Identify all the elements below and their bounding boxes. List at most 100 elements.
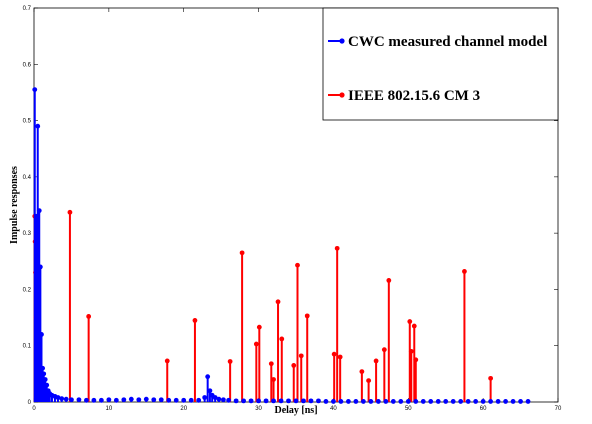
cwc-marker [413, 399, 419, 404]
legend-marker-cwc [339, 38, 345, 44]
cwc-marker [40, 365, 46, 371]
cwc-marker [76, 397, 82, 403]
ieee-marker [239, 250, 245, 256]
ieee-marker [386, 278, 392, 283]
ieee-marker [275, 299, 281, 305]
ieee-marker [298, 353, 304, 359]
ieee-marker [271, 377, 276, 382]
cwc-marker [196, 397, 202, 403]
cwc-marker [37, 264, 43, 270]
x-tick-label: 70 [555, 406, 562, 412]
legend-label-cwc: CWC measured channel model [348, 34, 547, 50]
legend: CWC measured channel model IEEE 802.15.6… [322, 7, 559, 121]
cwc-marker [59, 396, 65, 402]
ieee-marker [304, 313, 310, 319]
legend-label-ieee: IEEE 802.15.6 CM 3 [348, 88, 480, 104]
legend-marker-ieee [339, 92, 345, 98]
x-tick-label: 10 [106, 406, 113, 412]
cwc-marker [39, 332, 44, 337]
y-tick-label: 0 [28, 400, 32, 406]
y-tick-label: 0.4 [23, 175, 32, 181]
cwc-marker [458, 399, 464, 404]
y-tick-label: 0.5 [23, 119, 32, 125]
cwc-marker [35, 123, 41, 129]
x-tick-label: 20 [180, 406, 187, 412]
ieee-marker [337, 354, 343, 360]
cwc-marker [435, 399, 441, 404]
cwc-marker [398, 399, 404, 404]
ieee-marker [256, 324, 262, 330]
cwc-marker [181, 397, 187, 403]
cwc-marker [525, 399, 531, 404]
cwc-marker [323, 399, 329, 404]
cwc-marker [91, 397, 97, 403]
y-tick-label: 0.3 [23, 231, 32, 237]
ieee-marker [295, 262, 300, 268]
cwc-marker [510, 399, 516, 404]
x-axis-label: Delay [ns] [274, 405, 317, 416]
cwc-marker [188, 397, 194, 403]
ieee-marker [334, 245, 340, 251]
cwc-marker [55, 395, 61, 400]
x-tick-label: 40 [330, 406, 337, 412]
cwc-marker [331, 399, 336, 404]
x-tick-label: 30 [255, 406, 262, 412]
cwc-marker [44, 382, 50, 388]
cwc-marker [166, 397, 172, 403]
ieee-marker [279, 336, 285, 342]
cwc-marker [143, 396, 149, 402]
cwc-marker [241, 398, 247, 404]
ieee-marker [192, 317, 198, 323]
cwc-marker [405, 399, 411, 404]
ieee-marker [408, 348, 414, 354]
cwc-marker [98, 397, 104, 403]
cwc-marker [84, 397, 89, 403]
cwc-marker [113, 397, 119, 403]
cwc-marker [346, 399, 351, 404]
cwc-marker [173, 397, 179, 403]
y-axis-label: Impulse responses [9, 166, 20, 244]
cwc-marker [375, 399, 381, 404]
cwc-marker [428, 399, 434, 404]
cwc-marker [36, 208, 42, 214]
cwc-marker [136, 397, 142, 403]
cwc-marker [390, 399, 396, 404]
cwc-marker [286, 398, 291, 404]
ieee-marker [164, 358, 170, 364]
cwc-marker [233, 398, 239, 404]
cwc-marker [360, 399, 366, 404]
ieee-marker [291, 363, 297, 368]
ieee-marker [253, 341, 259, 347]
cwc-marker [248, 398, 254, 404]
cwc-marker [212, 395, 218, 400]
cwc-marker [63, 396, 69, 402]
y-tick-label: 0.1 [23, 344, 32, 350]
cwc-marker [69, 397, 74, 403]
cwc-marker [368, 399, 374, 404]
ieee-marker [67, 209, 73, 215]
x-tick-label: 0 [32, 406, 36, 412]
cwc-marker [293, 398, 299, 404]
cwc-marker [256, 398, 261, 404]
cwc-marker [151, 397, 157, 403]
cwc-marker [158, 397, 164, 403]
cwc-marker [503, 399, 508, 404]
cwc-marker [278, 398, 284, 404]
y-tick-label: 0.7 [23, 6, 32, 12]
cwc-marker [420, 399, 426, 404]
ieee-marker [227, 359, 233, 364]
ieee-marker [86, 314, 92, 319]
cwc-marker [518, 399, 523, 404]
cwc-marker [353, 399, 359, 404]
legend-box [322, 7, 559, 121]
cwc-marker [488, 399, 494, 404]
cwc-marker [465, 399, 471, 404]
ieee-marker [373, 358, 379, 364]
cwc-marker [207, 388, 213, 394]
y-tick-label: 0.6 [23, 62, 32, 68]
cwc-marker [473, 399, 479, 404]
ieee-marker [366, 378, 372, 384]
ieee-marker [381, 347, 387, 353]
axes: 0 10 20 30 40 50 60 70 0 0.1 0.2 0.3 0.4 0.5 0.6 0.7 [23, 6, 562, 412]
